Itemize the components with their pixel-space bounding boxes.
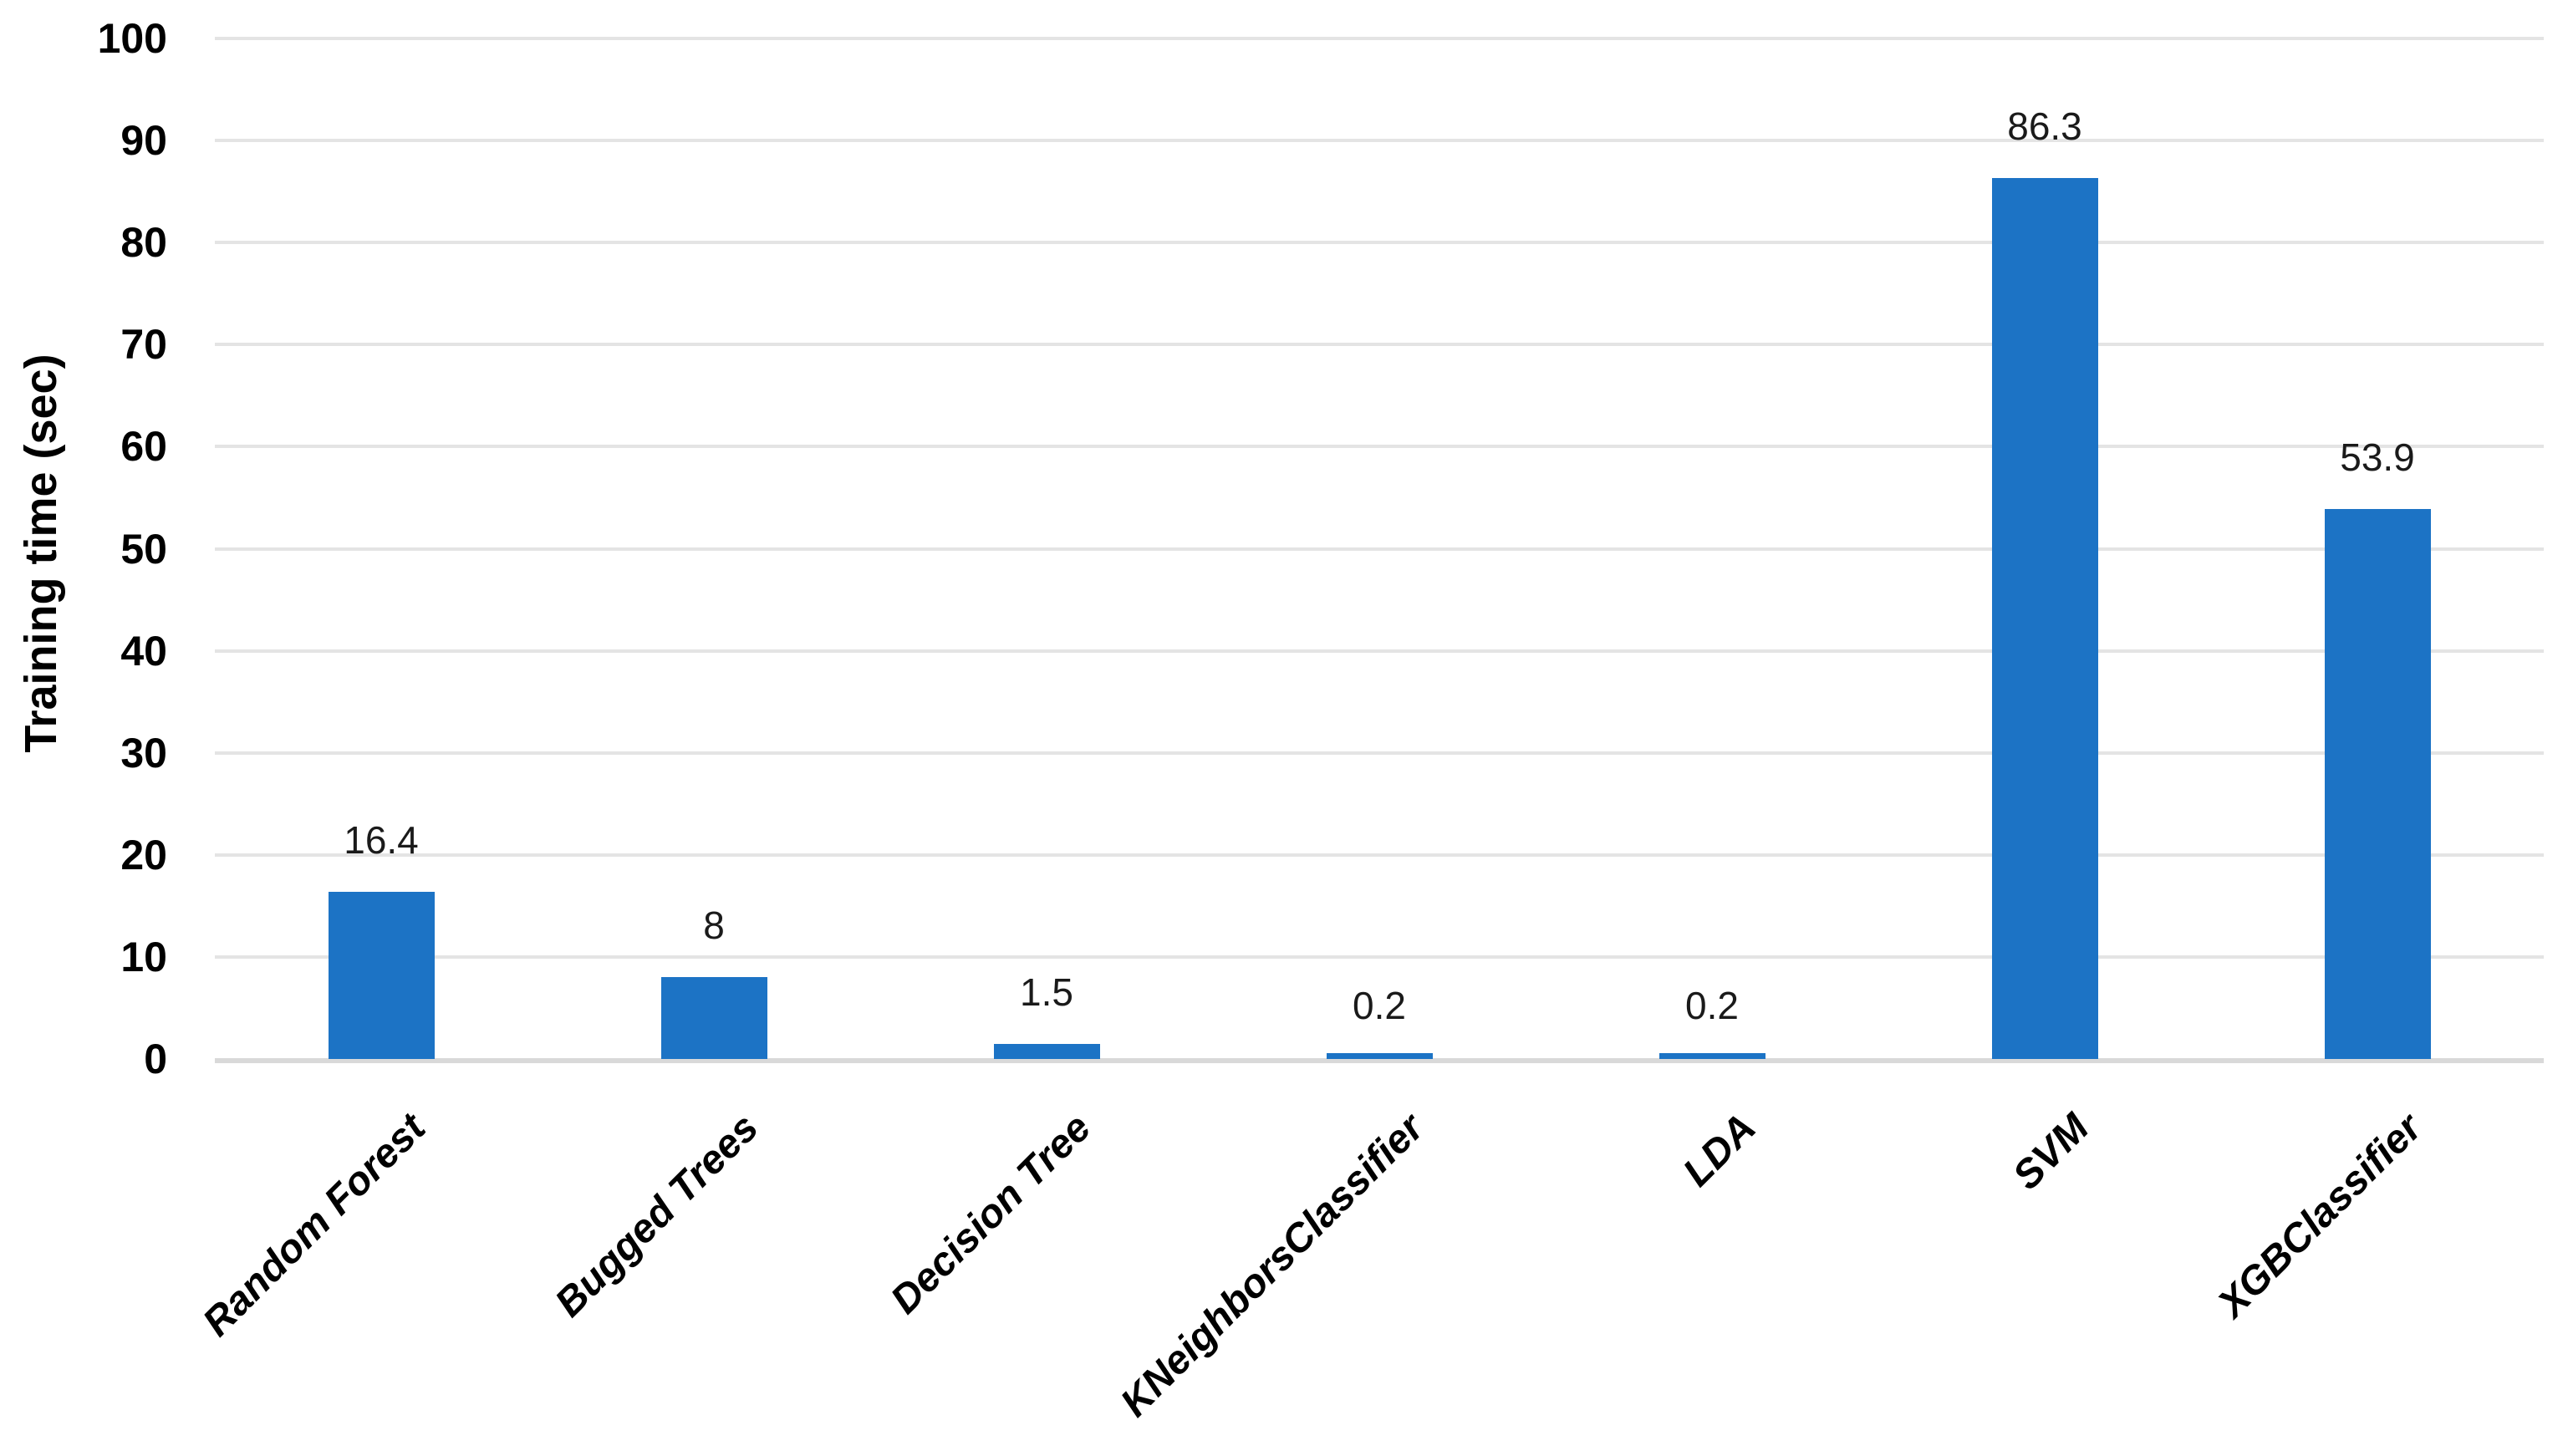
bar-value-label: 1.5	[1020, 970, 1073, 1014]
bar	[1991, 178, 2098, 1059]
bar-value-label: 86.3	[2007, 104, 2082, 149]
y-tick-label: 40	[120, 627, 167, 675]
gridline	[215, 445, 2544, 449]
gridline	[215, 343, 2544, 347]
gridline	[215, 955, 2544, 959]
y-tick-label: 10	[120, 933, 167, 980]
bar	[2324, 508, 2431, 1059]
y-tick-label: 0	[144, 1036, 167, 1082]
bar	[328, 891, 435, 1059]
bar-value-label: 0.2	[1685, 983, 1739, 1027]
y-tick-label: 70	[120, 321, 167, 369]
bar	[1326, 1053, 1433, 1059]
bar	[993, 1043, 1100, 1059]
x-category-label: Random Forest	[194, 1105, 435, 1346]
y-tick-label: 90	[120, 117, 167, 165]
gridline	[215, 139, 2544, 143]
x-category-label: KNeighborsClassifier	[1112, 1105, 1433, 1426]
y-tick-label: 100	[97, 15, 167, 62]
y-tick-label: 60	[120, 423, 167, 471]
bar-value-label: 53.9	[2340, 435, 2415, 479]
bar-value-label: 0.2	[1353, 983, 1406, 1027]
gridline	[215, 649, 2544, 653]
bar	[660, 977, 767, 1059]
y-tick-label: 20	[120, 831, 167, 878]
x-category-label: LDA	[1674, 1105, 1766, 1195]
x-category-label: Bugged Trees	[546, 1105, 767, 1326]
gridline	[215, 241, 2544, 245]
bar	[1658, 1053, 1766, 1059]
bar-value-label: 16.4	[344, 817, 419, 862]
x-category-label: XGBClassifier	[2209, 1105, 2431, 1326]
gridline	[215, 853, 2544, 857]
bar-value-label: 8	[703, 904, 725, 948]
gridline	[215, 37, 2544, 40]
y-tick-label: 30	[120, 729, 167, 776]
y-tick-label: 80	[120, 219, 167, 267]
x-category-label: Decision Tree	[882, 1105, 1100, 1323]
y-tick-label: 50	[120, 525, 167, 573]
x-category-label: SVM	[2005, 1105, 2098, 1199]
gridline	[215, 547, 2544, 551]
gridline	[215, 751, 2544, 755]
